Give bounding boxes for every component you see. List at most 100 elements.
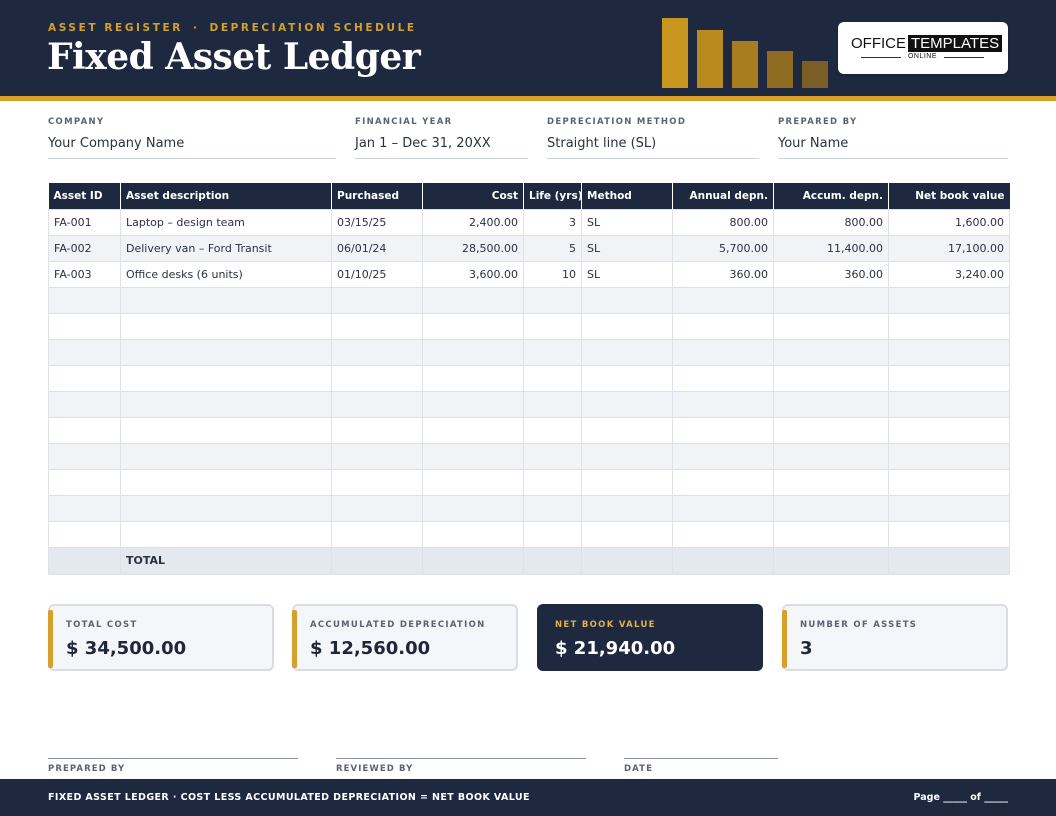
cell-accum-depn[interactable]: 360.00 — [773, 260, 889, 288]
cell-annual-depn[interactable] — [672, 494, 774, 522]
cell-net-book-value[interactable] — [888, 390, 1010, 418]
cell-net-book-value[interactable] — [888, 494, 1010, 522]
cell-annual-depn[interactable] — [672, 312, 774, 340]
cell-life[interactable] — [523, 442, 582, 470]
cell-accum-depn[interactable] — [773, 494, 889, 522]
cell-asset-id[interactable]: FA-002 — [48, 234, 121, 262]
cell-cost[interactable] — [422, 364, 524, 392]
cell-method[interactable] — [581, 468, 673, 496]
cell-net-book-value[interactable]: 3,240.00 — [888, 260, 1010, 288]
cell-accum-depn[interactable] — [773, 468, 889, 496]
cell-accum-depn[interactable] — [773, 286, 889, 314]
cell-method[interactable] — [581, 416, 673, 444]
cell-asset-id[interactable] — [48, 338, 121, 366]
company-value[interactable]: Your Company Name — [48, 136, 185, 151]
prepared-by-signature-line[interactable] — [48, 758, 298, 759]
financial-year-value[interactable]: Jan 1 – Dec 31, 20XX — [355, 136, 491, 151]
cell-purchased[interactable] — [331, 390, 423, 418]
cell-asset-id[interactable]: FA-001 — [48, 208, 121, 236]
cell-life[interactable] — [523, 364, 582, 392]
cell-annual-depn[interactable] — [672, 364, 774, 392]
cell-accum-depn[interactable] — [773, 416, 889, 444]
cell-method[interactable] — [581, 286, 673, 314]
cell-asset-id[interactable] — [48, 364, 121, 392]
cell-purchased[interactable] — [331, 416, 423, 444]
cell-cost[interactable] — [422, 520, 524, 548]
cell-description[interactable] — [120, 286, 332, 314]
cell-description[interactable] — [120, 416, 332, 444]
cell-life[interactable] — [523, 286, 582, 314]
cell-purchased[interactable] — [331, 364, 423, 392]
cell-asset-id[interactable] — [48, 286, 121, 314]
cell-purchased[interactable] — [331, 520, 423, 548]
cell-asset-id[interactable] — [48, 468, 121, 496]
cell-net-book-value[interactable] — [888, 286, 1010, 314]
cell-cost[interactable] — [422, 312, 524, 340]
financial-year-field[interactable]: FINANCIAL YEAR Jan 1 – Dec 31, 20XX — [355, 117, 528, 159]
cell-accum-depn[interactable] — [773, 520, 889, 548]
cell-cost[interactable]: 28,500.00 — [422, 234, 524, 262]
cell-method[interactable] — [581, 312, 673, 340]
cell-method[interactable] — [581, 390, 673, 418]
cell-annual-depn[interactable] — [672, 286, 774, 314]
cell-method[interactable]: SL — [581, 234, 673, 262]
cell-net-book-value[interactable] — [888, 442, 1010, 470]
cell-accum-depn[interactable] — [773, 390, 889, 418]
prepared-by-value[interactable]: Your Name — [778, 136, 849, 151]
cell-life[interactable] — [523, 520, 582, 548]
cell-asset-id[interactable]: FA-003 — [48, 260, 121, 288]
cell-annual-depn[interactable]: 360.00 — [672, 260, 774, 288]
cell-net-book-value[interactable] — [888, 338, 1010, 366]
cell-cost[interactable]: 2,400.00 — [422, 208, 524, 236]
cell-annual-depn[interactable] — [672, 416, 774, 444]
cell-cost[interactable]: 3,600.00 — [422, 260, 524, 288]
cell-method[interactable]: SL — [581, 208, 673, 236]
cell-cost[interactable] — [422, 494, 524, 522]
cell-description[interactable] — [120, 390, 332, 418]
cell-purchased[interactable] — [331, 468, 423, 496]
cell-description[interactable] — [120, 520, 332, 548]
cell-annual-depn[interactable] — [672, 520, 774, 548]
cell-purchased[interactable] — [331, 494, 423, 522]
cell-life[interactable] — [523, 416, 582, 444]
cell-purchased[interactable]: 01/10/25 — [331, 260, 423, 288]
cell-life[interactable] — [523, 468, 582, 496]
cell-asset-id[interactable] — [48, 520, 121, 548]
cell-cost[interactable] — [422, 442, 524, 470]
cell-description[interactable] — [120, 312, 332, 340]
cell-description[interactable]: Delivery van – Ford Transit — [120, 234, 332, 262]
cell-method[interactable] — [581, 442, 673, 470]
cell-annual-depn[interactable] — [672, 442, 774, 470]
cell-asset-id[interactable] — [48, 416, 121, 444]
cell-life[interactable] — [523, 338, 582, 366]
cell-asset-id[interactable] — [48, 494, 121, 522]
cell-purchased[interactable]: 06/01/24 — [331, 234, 423, 262]
cell-accum-depn[interactable] — [773, 364, 889, 392]
cell-asset-id[interactable] — [48, 390, 121, 418]
reviewed-by-signature-line[interactable] — [336, 758, 586, 759]
cell-life[interactable]: 10 — [523, 260, 582, 288]
cell-net-book-value[interactable]: 1,600.00 — [888, 208, 1010, 236]
cell-purchased[interactable] — [331, 312, 423, 340]
cell-method[interactable] — [581, 338, 673, 366]
cell-asset-id[interactable] — [48, 312, 121, 340]
cell-description[interactable]: Laptop – design team — [120, 208, 332, 236]
cell-description[interactable] — [120, 364, 332, 392]
depreciation-method-value[interactable]: Straight line (SL) — [547, 136, 657, 151]
cell-cost[interactable] — [422, 416, 524, 444]
cell-description[interactable] — [120, 338, 332, 366]
cell-purchased[interactable] — [331, 286, 423, 314]
cell-annual-depn[interactable] — [672, 338, 774, 366]
cell-purchased[interactable] — [331, 338, 423, 366]
cell-cost[interactable] — [422, 468, 524, 496]
cell-annual-depn[interactable]: 5,700.00 — [672, 234, 774, 262]
cell-purchased[interactable] — [331, 442, 423, 470]
cell-life[interactable] — [523, 312, 582, 340]
cell-method[interactable] — [581, 364, 673, 392]
depreciation-method-field[interactable]: DEPRECIATION METHOD Straight line (SL) — [547, 117, 759, 159]
cell-method[interactable]: SL — [581, 260, 673, 288]
cell-life[interactable]: 3 — [523, 208, 582, 236]
cell-net-book-value[interactable] — [888, 312, 1010, 340]
cell-net-book-value[interactable] — [888, 520, 1010, 548]
cell-net-book-value[interactable]: 17,100.00 — [888, 234, 1010, 262]
